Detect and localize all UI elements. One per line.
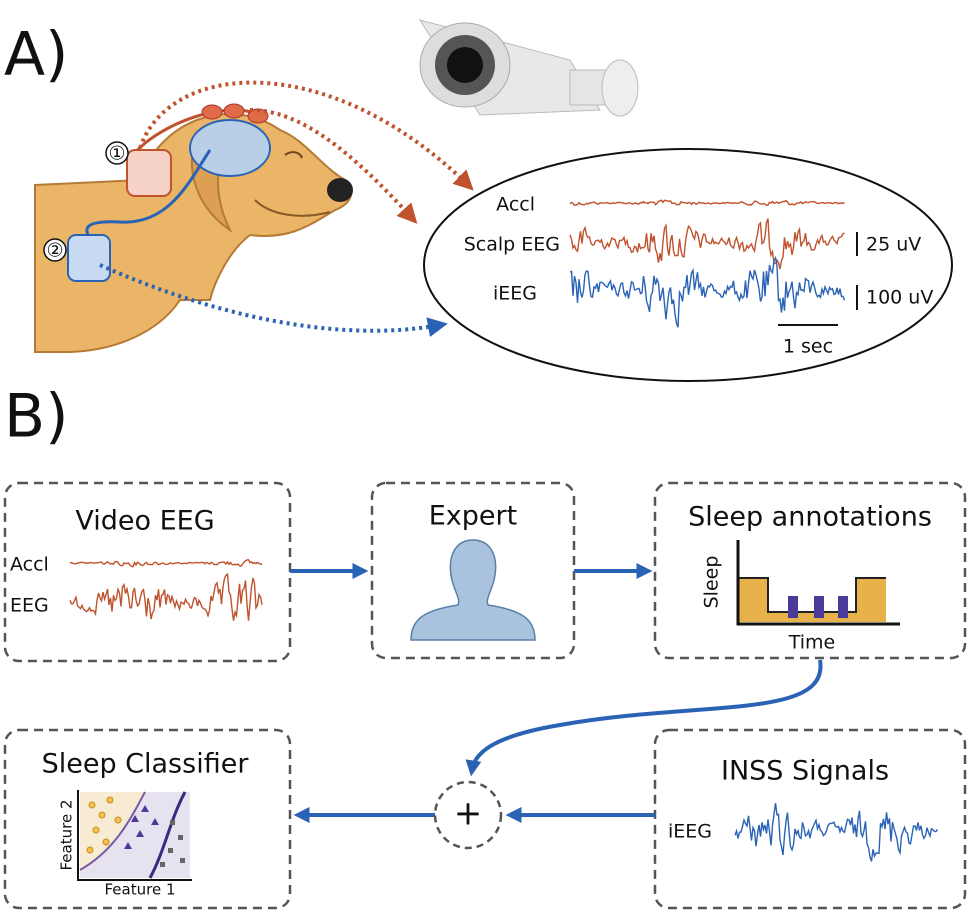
- signal-ellipse: [424, 149, 952, 381]
- trace-label: EEG: [10, 595, 49, 617]
- signal-trace: [735, 803, 938, 861]
- trace-label: Scalp EEG: [464, 234, 560, 256]
- box-title: Sleep Classifier: [42, 749, 250, 780]
- dog-nose: [327, 178, 353, 202]
- axis-label: Feature 1: [105, 881, 176, 899]
- electrode: [202, 105, 222, 119]
- trace-label: iEEG: [668, 821, 712, 843]
- trace-label: Accl: [10, 554, 49, 576]
- scalp-device: [127, 150, 171, 196]
- box-title: Video EEG: [75, 506, 214, 537]
- scale-label: 1 sec: [783, 336, 833, 358]
- signal-trace: [70, 560, 262, 567]
- panel-label: B): [4, 382, 69, 452]
- box-title: Sleep annotations: [688, 502, 932, 533]
- axis-label: Sleep: [701, 556, 723, 609]
- box-title: INSS Signals: [721, 756, 889, 787]
- figure: A) ① ② Accl Scalp EEG iEEG 25 uV 100 uV …: [0, 0, 972, 915]
- marker: ②: [46, 240, 63, 262]
- axis-label: Feature 2: [58, 800, 76, 871]
- electrode: [224, 104, 244, 118]
- expert-icon: [411, 540, 535, 640]
- panel-label: A): [4, 20, 68, 90]
- camera: [420, 20, 638, 116]
- trace-label: iEEG: [493, 283, 537, 305]
- trace-label: Accl: [496, 194, 535, 216]
- scale-label: 100 uV: [866, 287, 933, 309]
- classifier-plot: [78, 790, 192, 880]
- ieeg-device: [68, 235, 110, 281]
- arrow: [472, 660, 821, 770]
- signal-trace: [70, 574, 262, 621]
- hypnogram: [738, 540, 900, 624]
- scale-label: 25 uV: [866, 234, 921, 256]
- combine-label: +: [454, 794, 483, 834]
- axis-label: Time: [788, 632, 836, 654]
- box-title: Expert: [429, 501, 517, 532]
- brain: [190, 120, 270, 176]
- marker: ①: [108, 143, 125, 165]
